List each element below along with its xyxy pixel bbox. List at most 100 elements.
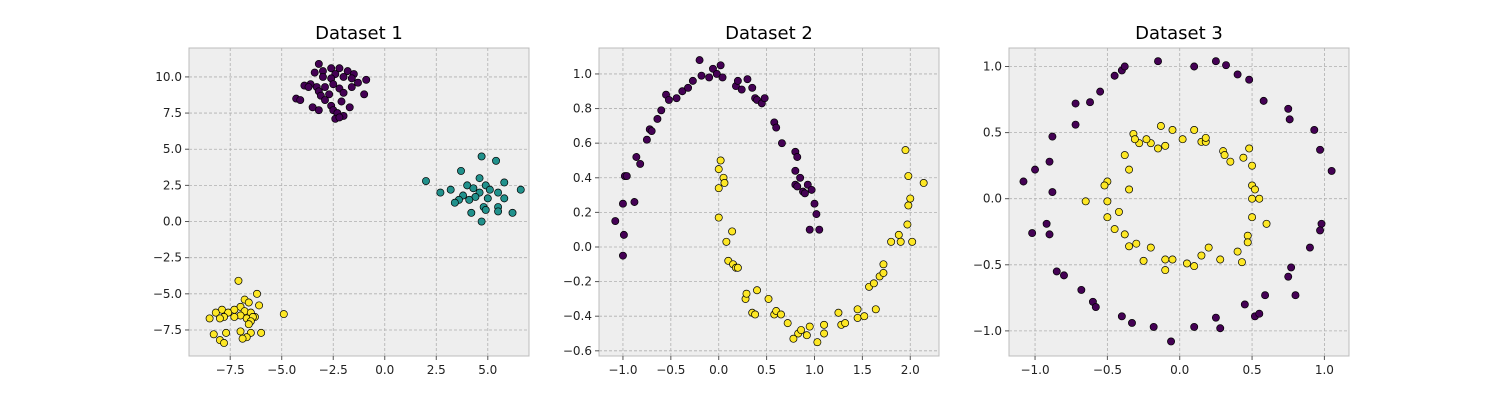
data-point xyxy=(1183,259,1191,268)
data-point xyxy=(1149,322,1158,331)
data-point xyxy=(347,74,356,83)
data-point xyxy=(362,75,371,84)
y-tick-label: 0.6 xyxy=(573,136,592,150)
data-point xyxy=(500,178,509,187)
data-point xyxy=(820,329,829,338)
grid xyxy=(189,48,529,356)
subplot-2: Dataset 2 −1.0 −0.5 0.0 0.5 1.0 1.5 2.0 −0.6 −0.… xyxy=(563,23,940,377)
subplot-3: Dataset 3 −1.0 −0.5 0.0 0.5 1.0 −1.0 −0.5 0.0 0.… xyxy=(973,23,1350,377)
series-1-purple xyxy=(1019,57,1336,346)
data-point xyxy=(1154,57,1162,66)
data-point xyxy=(1287,263,1296,272)
data-point xyxy=(339,88,348,97)
data-point xyxy=(1168,126,1177,134)
data-point xyxy=(255,301,264,310)
y-tick-label: 0.0 xyxy=(983,192,1002,206)
y-tick-label: 0.8 xyxy=(573,102,592,116)
data-point xyxy=(477,152,486,161)
data-point xyxy=(1285,115,1294,124)
data-point xyxy=(716,61,725,70)
data-point xyxy=(205,314,214,323)
data-point xyxy=(467,208,476,217)
data-point xyxy=(1255,194,1264,203)
data-point xyxy=(841,319,850,328)
data-point xyxy=(611,217,620,225)
x-tick-label: 0.0 xyxy=(1170,363,1189,377)
data-point xyxy=(1060,271,1068,280)
data-point xyxy=(871,305,880,314)
data-point xyxy=(800,189,809,198)
data-point xyxy=(492,156,500,165)
data-point xyxy=(733,76,742,85)
data-point xyxy=(354,78,362,87)
data-point xyxy=(853,313,862,322)
subplot-2-title: Dataset 2 xyxy=(725,23,813,44)
data-point xyxy=(777,310,785,319)
data-point xyxy=(772,123,781,132)
data-point xyxy=(853,305,862,314)
data-point xyxy=(714,213,723,222)
data-point xyxy=(209,330,218,339)
data-point xyxy=(695,56,704,65)
data-point xyxy=(1310,126,1319,134)
y-tick-label: −0.6 xyxy=(563,344,592,358)
data-point xyxy=(337,97,346,106)
data-point xyxy=(477,217,486,226)
plot-area xyxy=(598,47,940,357)
data-point xyxy=(1146,243,1155,252)
data-point xyxy=(1190,126,1199,134)
data-point xyxy=(1248,161,1257,170)
y-tick-label: 1.0 xyxy=(573,67,592,81)
data-point xyxy=(446,185,455,194)
data-point xyxy=(304,83,313,91)
data-point xyxy=(1316,145,1325,154)
data-point xyxy=(1317,219,1326,228)
data-point xyxy=(1096,87,1105,96)
y-tick-label: −1.0 xyxy=(973,324,1002,338)
data-point xyxy=(1052,267,1061,276)
data-point xyxy=(310,68,319,77)
data-point xyxy=(1222,61,1230,70)
data-point xyxy=(812,210,821,219)
x-tick-label: 1.0 xyxy=(1315,363,1334,377)
data-point xyxy=(244,298,253,307)
subplot-3-title: Dataset 3 xyxy=(1135,23,1223,44)
data-point xyxy=(743,75,752,84)
data-point xyxy=(1120,230,1129,239)
data-point xyxy=(211,308,220,317)
data-point xyxy=(748,83,757,92)
x-tick-label: 1.0 xyxy=(805,363,824,377)
data-point xyxy=(321,96,329,105)
data-point xyxy=(296,96,305,105)
data-point xyxy=(1190,262,1199,271)
data-point xyxy=(919,179,928,187)
data-point xyxy=(803,180,812,189)
data-point xyxy=(901,146,910,155)
x-tick-label: 0.0 xyxy=(375,363,394,377)
data-point xyxy=(1251,185,1259,194)
data-point xyxy=(722,237,731,246)
data-point xyxy=(1284,104,1293,113)
data-point xyxy=(1045,157,1054,166)
data-point xyxy=(1128,319,1136,327)
y-tick-label: −2.5 xyxy=(153,251,182,265)
data-point xyxy=(1190,322,1199,331)
data-point xyxy=(1168,255,1177,264)
x-tick-label: −0.5 xyxy=(1093,363,1122,377)
data-point xyxy=(718,73,727,82)
data-point xyxy=(1233,70,1242,79)
data-point xyxy=(751,310,760,319)
data-point xyxy=(789,334,798,343)
x-tick-label: −7.5 xyxy=(216,363,245,377)
y-tick-label: −7.5 xyxy=(153,323,182,337)
x-tick-label: −1.0 xyxy=(608,363,637,377)
data-point xyxy=(793,153,802,161)
data-point xyxy=(1048,132,1057,141)
data-point xyxy=(688,76,697,85)
data-point xyxy=(712,70,721,78)
data-point xyxy=(1237,258,1246,267)
data-point xyxy=(904,201,913,210)
y-tick-label: 0.0 xyxy=(573,240,592,254)
x-tick-label: 1.5 xyxy=(853,363,872,377)
